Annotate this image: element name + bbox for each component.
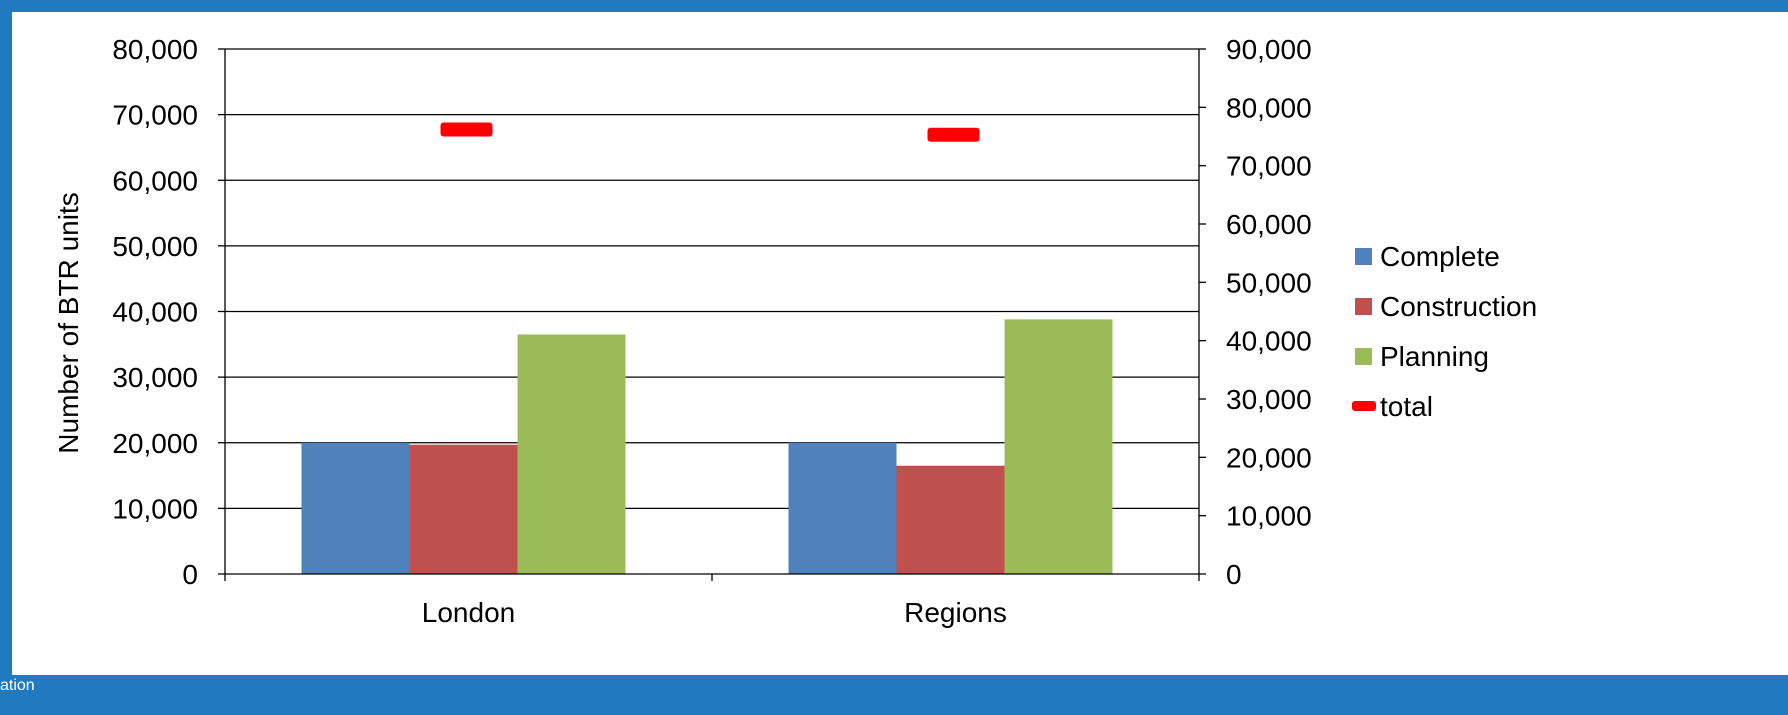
right-axis-tick-label: 90,000 xyxy=(1226,34,1312,65)
total-marker-london xyxy=(440,122,493,137)
total-marker-regions xyxy=(927,127,980,142)
left-axis-tick-label: 60,000 xyxy=(112,165,198,196)
left-axis-tick-label: 30,000 xyxy=(112,362,198,393)
legend-swatch-complete xyxy=(1355,248,1372,265)
bar-planning-london xyxy=(517,334,626,574)
left-axis-tick-label: 70,000 xyxy=(112,100,198,131)
category-label: London xyxy=(422,597,515,628)
left-axis-tick-label: 10,000 xyxy=(112,493,198,524)
legend-label-construction: Construction xyxy=(1380,291,1537,322)
right-axis-tick-label: 30,000 xyxy=(1226,384,1312,415)
bar-construction-london xyxy=(409,444,518,574)
bar-complete-london xyxy=(301,442,410,574)
left-axis-tick-label: 50,000 xyxy=(112,231,198,262)
category-label: Regions xyxy=(904,597,1007,628)
right-axis-tick-label: 20,000 xyxy=(1226,442,1312,473)
legend-swatch-construction xyxy=(1355,298,1372,315)
legend-label-complete: Complete xyxy=(1380,241,1500,272)
footer-text: ation xyxy=(0,677,35,694)
legend-label-total: total xyxy=(1380,391,1433,422)
bar-complete-regions xyxy=(788,442,897,574)
legend-swatch-planning xyxy=(1355,348,1372,365)
chart-panel: 0 10,000 20,000 30,000 40,000 50,000 60,000 70,… xyxy=(12,12,1788,675)
left-axis-tick-label: 0 xyxy=(182,559,198,590)
bar-chart: 0 10,000 20,000 30,000 40,000 50,000 60,000 70,… xyxy=(53,34,1537,628)
left-axis-tick-label: 40,000 xyxy=(112,297,198,328)
legend-label-planning: Planning xyxy=(1380,341,1489,372)
bar-construction-regions xyxy=(896,465,1005,574)
right-axis-tick-label: 50,000 xyxy=(1226,267,1312,298)
legend-swatch-total xyxy=(1352,401,1376,411)
right-axis-tick-label: 40,000 xyxy=(1226,326,1312,357)
footer-bar: ation xyxy=(0,675,1788,715)
right-axis-tick-label: 10,000 xyxy=(1226,501,1312,532)
y-axis-title: Number of BTR units xyxy=(53,192,84,453)
right-axis-tick-label: 60,000 xyxy=(1226,209,1312,240)
bar-planning-regions xyxy=(1004,319,1113,574)
right-axis-tick-label: 0 xyxy=(1226,559,1242,590)
left-axis-tick-label: 20,000 xyxy=(112,428,198,459)
left-axis-tick-label: 80,000 xyxy=(112,34,198,65)
right-axis-tick-label: 70,000 xyxy=(1226,151,1312,182)
right-axis-tick-label: 80,000 xyxy=(1226,92,1312,123)
